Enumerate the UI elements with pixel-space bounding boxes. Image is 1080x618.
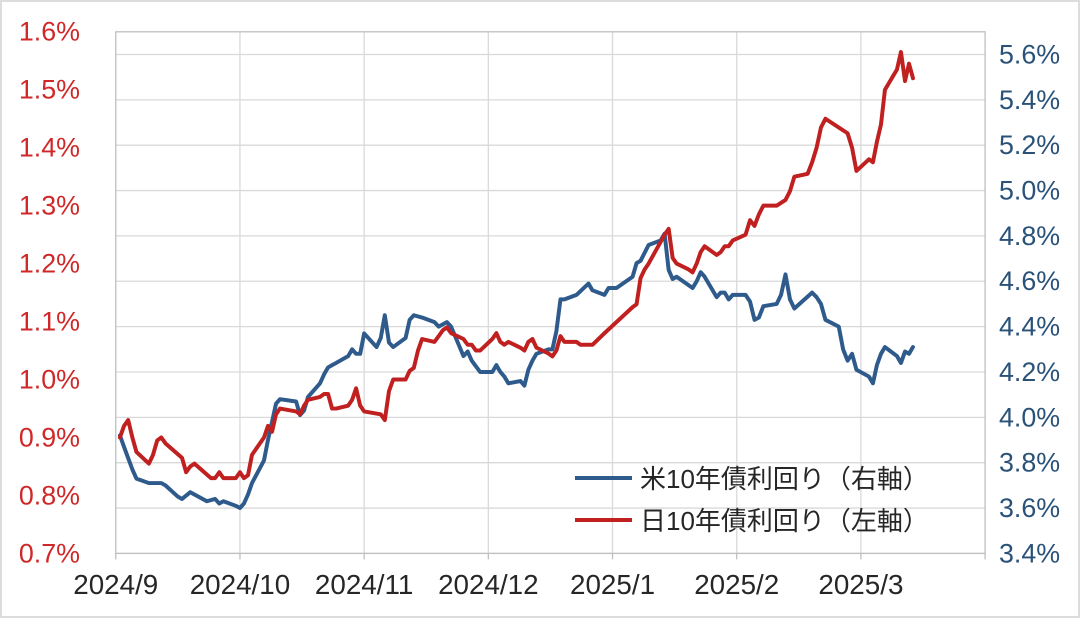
right-axis-tick-label: 5.4% [999, 85, 1060, 115]
left-axis-tick-label: 0.8% [19, 480, 80, 510]
legend-item-jp: 日10年債利回り（左軸） [575, 503, 929, 536]
us-line-swatch-icon [575, 475, 632, 480]
legend-label-jp: 日10年債利回り（左軸） [640, 506, 929, 536]
right-axis-tick-label: 4.0% [999, 402, 1060, 432]
x-axis-tick-label: 2024/9 [73, 569, 158, 600]
plot-border [115, 31, 986, 555]
x-axis-tick-label: 2025/2 [694, 569, 779, 600]
right-axis-tick-label: 4.2% [999, 357, 1060, 387]
left-axis-tick-label: 1.2% [19, 249, 80, 279]
left-axis-tick-label: 1.5% [19, 75, 80, 105]
right-axis-tick-label: 4.4% [999, 312, 1060, 342]
right-axis-tick-label: 4.6% [999, 266, 1060, 296]
right-axis-tick-label: 5.6% [999, 39, 1060, 69]
left-axis-tick-label: 1.6% [19, 17, 80, 47]
x-axis-tick-label: 2025/3 [818, 569, 903, 600]
right-axis-tick-label: 3.4% [999, 538, 1060, 568]
x-axis-tick-label: 2024/10 [190, 569, 290, 600]
left-axis-tick-label: 1.0% [19, 364, 80, 394]
legend-label-us: 米10年債利回り（右軸） [640, 464, 929, 494]
right-axis-tick-label: 5.2% [999, 130, 1060, 160]
x-axis-tick-label: 2024/11 [315, 569, 413, 600]
right-axis-tick-label: 3.6% [999, 493, 1060, 523]
jp-10y-yield-line [117, 50, 915, 481]
right-axis-tick-label: 3.8% [999, 448, 1060, 478]
legend: 米10年債利回り（右軸） 日10年債利回り（左軸） [575, 461, 929, 536]
left-axis-tick-label: 1.4% [19, 133, 80, 163]
legend-item-us: 米10年債利回り（右軸） [575, 461, 929, 494]
right-axis-tick-label: 5.0% [999, 175, 1060, 205]
left-axis-tick-label: 0.7% [19, 538, 80, 568]
left-axis-tick-label: 0.9% [19, 422, 80, 452]
right-axis-tick-label: 4.8% [999, 221, 1060, 251]
us-10y-yield-line [117, 231, 915, 510]
x-axis-tick-label: 2025/1 [570, 569, 655, 600]
left-axis-tick-label: 1.1% [19, 307, 80, 337]
x-axis-tick-label: 2024/12 [438, 569, 538, 600]
jp-line-swatch-icon [575, 517, 632, 522]
left-axis-tick-label: 1.3% [19, 191, 80, 221]
